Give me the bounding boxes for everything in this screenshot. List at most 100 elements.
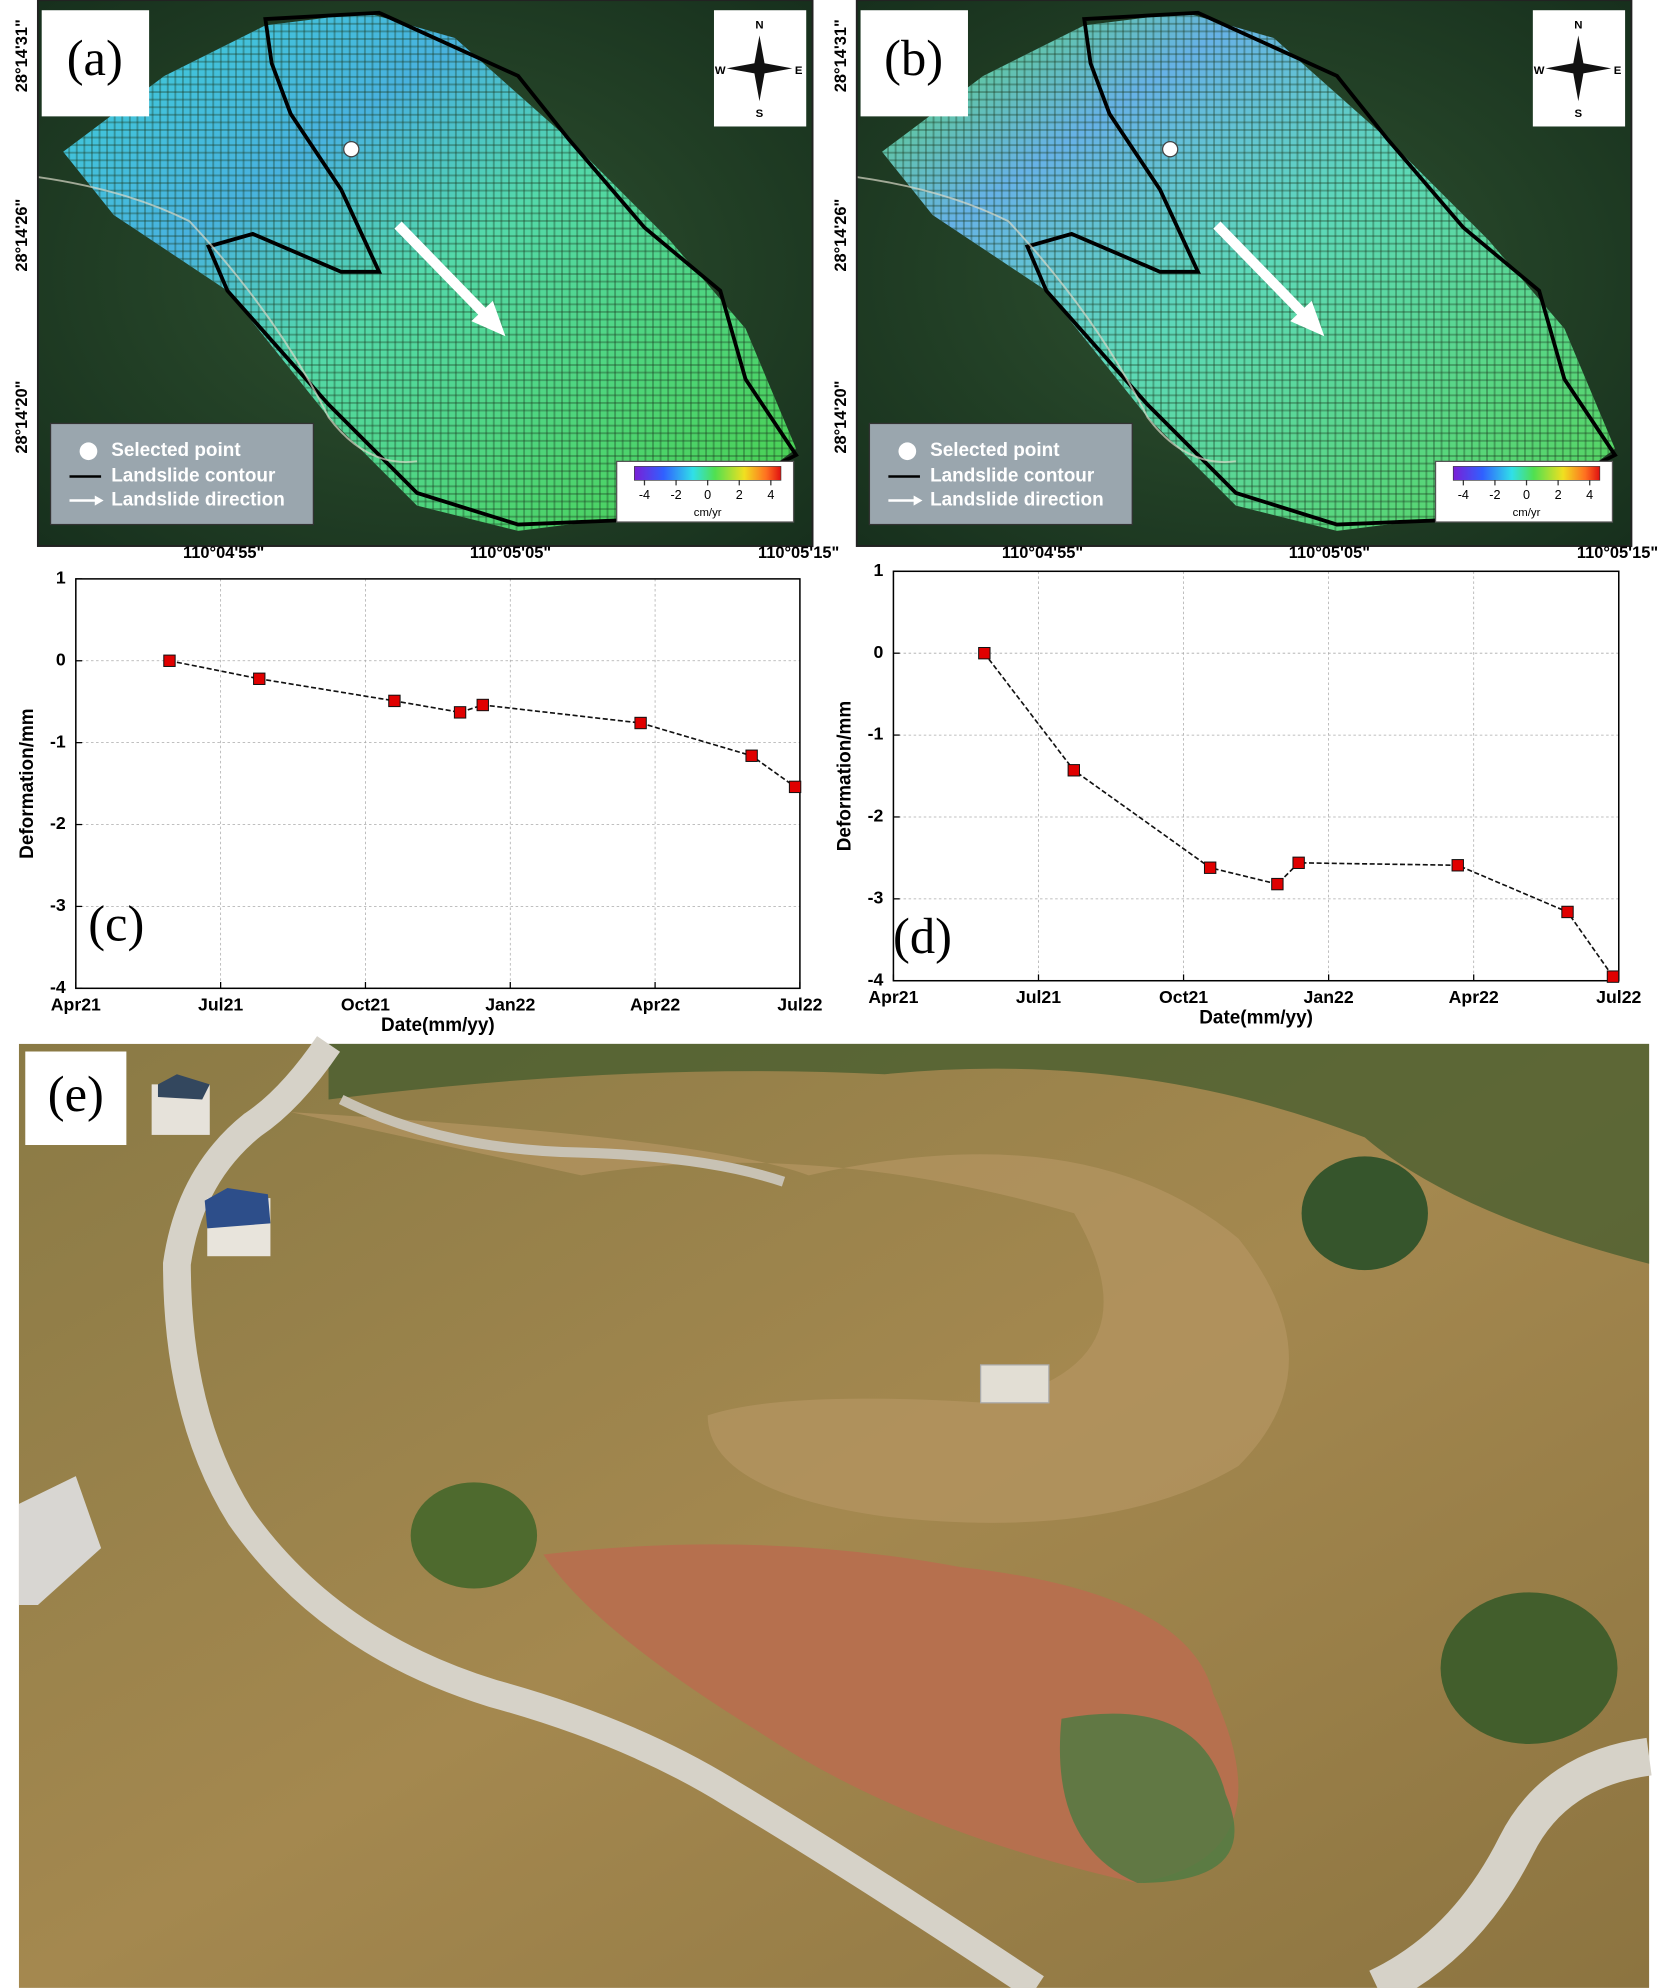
x-tick-label: Apr22 (630, 995, 680, 1015)
legend-label: Landslide direction (111, 490, 285, 511)
x-tick-label: Apr21 (51, 995, 101, 1015)
roof (204, 1187, 271, 1229)
data-point (163, 654, 176, 667)
colorbar-tick-label: 0 (1523, 488, 1530, 502)
x-tick-label: Oct21 (341, 995, 390, 1015)
legend-arrowhead (913, 495, 923, 506)
legend-label: Selected point (111, 440, 241, 461)
direction-arrow (1213, 221, 1310, 320)
colorbar-unit: cm/yr (694, 507, 722, 519)
data-point (253, 672, 266, 685)
data-point (1203, 861, 1217, 874)
line-chart: -4 -3 -2 -1 0 1 Apr21 Jul21 Oct21 Jan22 Apr22 Jul22… (17, 568, 823, 1037)
legend-label: Landslide direction (930, 490, 1104, 511)
x-axis-label: Date(mm/yy) (381, 1015, 495, 1036)
y-tick-label: -3 (868, 888, 884, 908)
line-chart: -4 -3 -2 -1 0 1 Apr21 Jul21 Oct21 Jan22 Apr22 Jul22… (834, 560, 1641, 1029)
path (338, 1094, 786, 1187)
latitude-label: 28°14'26" (832, 199, 850, 272)
latitude-label: 28°14'31" (832, 19, 850, 92)
colorbar-tick-label: 2 (736, 488, 743, 502)
data-point (788, 780, 802, 794)
map-panel: (b) N E S W Selected point Landslide contour La… (832, 0, 1658, 562)
colorbar-tick-label: 4 (767, 488, 774, 502)
data-point (1451, 859, 1464, 872)
label-box (41, 10, 150, 117)
direction-arrow (394, 221, 491, 320)
y-tick-label: 0 (873, 642, 883, 662)
x-tick-label: Jul21 (198, 995, 243, 1015)
y-tick-label: -2 (868, 806, 884, 826)
y-axis-label: Deformation/mm (834, 701, 855, 851)
colorbar-tick-label: -4 (1458, 488, 1469, 502)
y-tick-label: -4 (868, 969, 884, 989)
x-tick-label: Jul22 (1596, 987, 1641, 1007)
compass-letter: E (795, 65, 803, 77)
tank (979, 1364, 1050, 1404)
legend-label: Selected point (930, 440, 1060, 461)
legend-arrowhead (94, 495, 104, 506)
y-tick-label: -3 (50, 895, 66, 915)
colorbar-unit: cm/yr (1513, 507, 1541, 519)
longitude-label: 110°04'55" (1002, 544, 1083, 562)
data-point (1271, 877, 1284, 891)
legend-point (898, 442, 917, 461)
road (163, 1036, 1044, 1988)
y-tick-label: 1 (873, 560, 883, 580)
compass-letter: S (756, 108, 764, 120)
label-box (860, 10, 968, 117)
y-tick-label: -1 (868, 724, 884, 744)
colorbar (1452, 466, 1601, 481)
x-tick-label: Oct21 (1159, 987, 1208, 1007)
y-tick-label: 0 (56, 649, 66, 669)
plot-area (75, 578, 800, 989)
panel-label: (a) (67, 30, 123, 86)
compass-rose (1545, 35, 1612, 102)
latitude-label: 28°14'20" (832, 381, 850, 454)
direction-arrowhead (1290, 300, 1325, 337)
legend-box (49, 422, 315, 526)
landslide-contour (1024, 10, 1618, 527)
tree (1301, 1156, 1428, 1271)
data-point (388, 694, 401, 708)
x-tick-label: Jan22 (1304, 987, 1354, 1007)
longitude-label: 110°05'15" (758, 544, 839, 562)
y-tick-label: 1 (56, 568, 66, 588)
data-point (634, 716, 647, 730)
compass-rose (726, 35, 793, 102)
y-tick-label: -4 (50, 977, 66, 997)
panel-label: (b) (884, 30, 943, 86)
compass-letter: W (1534, 65, 1545, 77)
compass-letter: W (715, 65, 726, 77)
longitude-label: 110°04'55" (183, 544, 264, 562)
legend-box (868, 422, 1133, 526)
y-tick-label: -2 (50, 813, 66, 833)
y-tick-label: -1 (50, 731, 66, 751)
x-tick-label: Apr22 (1449, 987, 1499, 1007)
axes-frame (36, 0, 814, 547)
data-point (476, 698, 489, 712)
axes-frame (892, 570, 1620, 982)
longitude-label: 110°05'15" (1577, 544, 1658, 562)
data-point (1292, 856, 1305, 870)
landslide-contour (205, 10, 799, 527)
panel-label: (d) (893, 908, 952, 964)
road (1369, 1737, 1652, 1988)
colorbar-tick-label: -2 (670, 488, 681, 502)
latitude-label: 28°14'26" (13, 199, 31, 272)
colorbar-tick-label: 2 (1555, 488, 1562, 502)
shed (18, 1476, 102, 1605)
latitude-label: 28°14'31" (13, 19, 31, 92)
compass-letter: N (1574, 19, 1582, 31)
data-point (453, 706, 467, 719)
selected-point (343, 141, 360, 158)
bush (410, 1482, 538, 1589)
x-tick-label: Jul22 (777, 995, 822, 1015)
colorbar-tick-label: 4 (1586, 488, 1593, 502)
x-tick-label: Jul21 (1016, 987, 1061, 1007)
deformation-texture (63, 12, 797, 531)
axes-frame (855, 0, 1633, 547)
label-box (25, 1051, 127, 1146)
legend-label: Landslide contour (111, 466, 276, 487)
photo-panel: (e) (18, 1036, 1652, 1988)
